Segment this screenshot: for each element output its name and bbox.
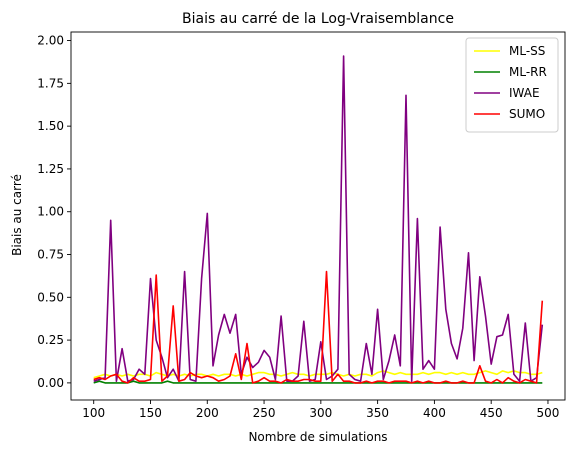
- y-tick-label: 0.25: [37, 333, 64, 347]
- y-tick-label: 1.50: [37, 119, 64, 133]
- x-tick-label: 400: [423, 406, 446, 420]
- plot-area: [70, 31, 566, 401]
- axes-frame: [70, 31, 566, 401]
- y-tick-label: 0.00: [37, 376, 64, 390]
- x-tick-label: 100: [82, 406, 105, 420]
- x-tick-label: 350: [366, 406, 389, 420]
- y-axis-label: Biais au carré: [10, 174, 24, 256]
- x-tick-label: 300: [309, 406, 332, 420]
- y-tick-label: 2.00: [37, 34, 64, 48]
- y-tick-label: 1.75: [37, 76, 64, 90]
- x-axis: 100 150 200 250 300 350 400 450 500: [82, 400, 559, 420]
- chart-title: Biais au carré de la Log-Vraisemblance: [182, 11, 454, 27]
- legend-label-ml-ss: ML-SS: [509, 44, 545, 58]
- series-line-sumo: [93, 270, 544, 384]
- y-tick-label: 1.25: [37, 162, 64, 176]
- x-tick-label: 150: [139, 406, 162, 420]
- x-tick-label: 250: [253, 406, 276, 420]
- x-tick-label: 500: [537, 406, 560, 420]
- x-tick-label: 450: [480, 406, 503, 420]
- x-axis-label: Nombre de simulations: [248, 430, 387, 444]
- legend-box: [465, 37, 559, 133]
- legend-label-iwae: IWAE: [509, 86, 540, 100]
- legend: ML-SS ML-RR IWAE SUMO: [465, 37, 559, 133]
- legend-label-ml-rr: ML-RR: [509, 65, 547, 79]
- x-tick-label: 200: [196, 406, 219, 420]
- y-axis: 0.00 0.25 0.50 0.75 1.00 1.25 1.50 1.75 2.00: [37, 34, 71, 390]
- legend-label-sumo: SUMO: [509, 107, 545, 121]
- series-line-iwae: [93, 55, 544, 383]
- y-tick-label: 1.00: [37, 205, 64, 219]
- y-tick-label: 0.50: [37, 290, 64, 304]
- y-tick-label: 0.75: [37, 248, 64, 262]
